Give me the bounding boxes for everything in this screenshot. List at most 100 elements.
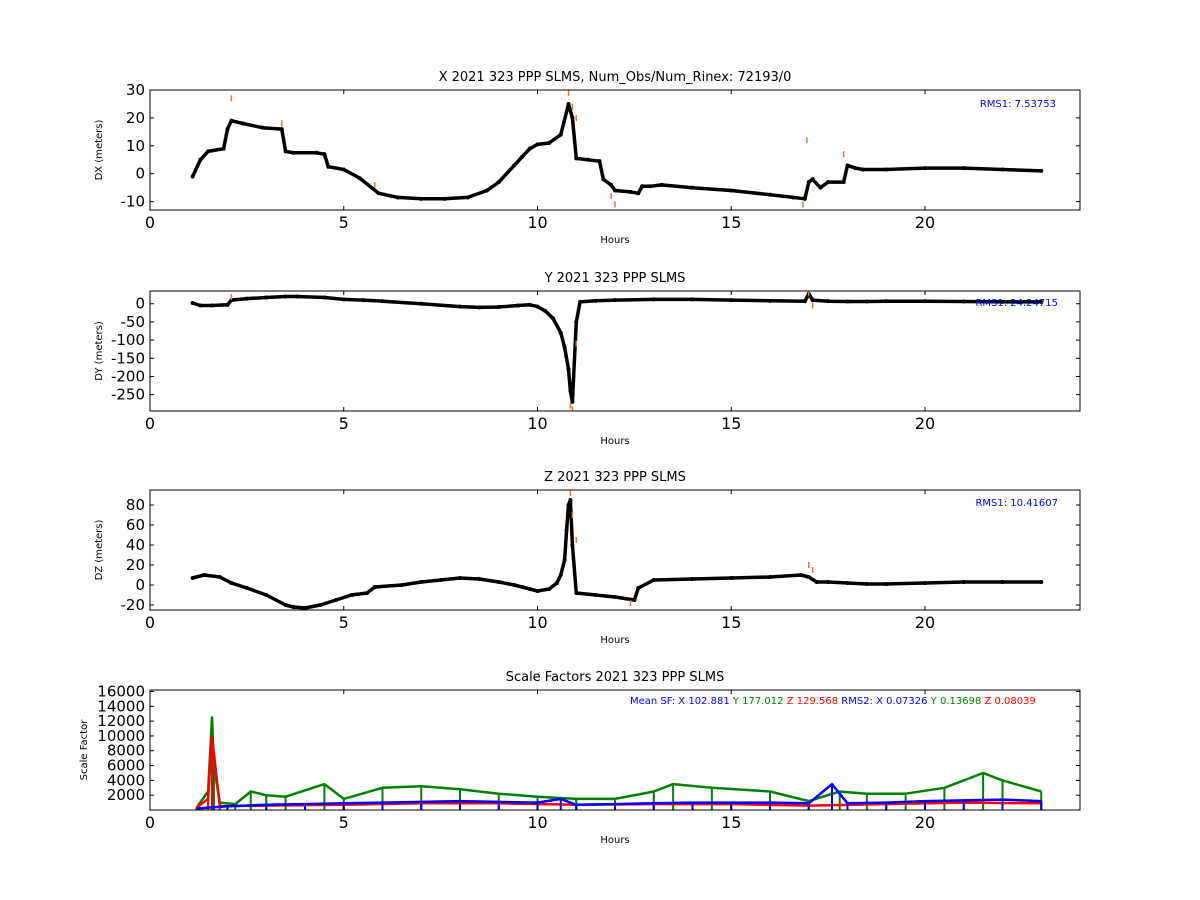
data-point [283,294,288,299]
annotation-part: Y 0.13698 [927,696,981,707]
data-point [690,185,695,190]
data-point [593,298,598,303]
y-tick-label: 0 [135,165,145,183]
data-point [551,316,555,321]
data-point [578,299,583,304]
data-point [593,593,598,597]
data-point [806,575,811,579]
data-point [845,581,850,585]
data-point [291,150,296,155]
axes-frame [149,89,1081,211]
data-point [613,188,617,193]
x-tick-label: 20 [915,213,935,232]
annotation-part: Y 177.012 [730,696,784,707]
data-point [768,575,772,579]
data-point [295,294,300,299]
data-point [826,299,831,304]
data-point [601,177,606,182]
x-tick-label: 5 [339,213,349,232]
data-point [818,185,823,190]
data-point [613,595,617,599]
data-point [810,298,815,303]
y-axis-label: DY (meters) [94,321,105,381]
data-point [690,577,695,581]
y-tick-label: 0 [135,576,145,594]
data-point [419,580,424,584]
data-point [516,303,521,308]
data-point [961,166,966,171]
x-tick-label: 5 [339,613,349,632]
data-point [690,297,695,302]
data-point [198,303,203,308]
y-tick-label: -20 [121,596,146,614]
data-layer [190,291,1044,411]
rms-annotation: RMS1: 10.41607 [975,498,1058,509]
plot-area [150,291,1080,411]
data-point [558,330,563,335]
data-point [349,593,354,597]
data-point [535,304,540,309]
x-tick-label: 20 [915,613,935,632]
data-point [399,583,404,587]
y-tick-label: 4000 [107,771,145,789]
data-point [210,303,214,308]
data-point [1000,580,1005,584]
chart-title: Y 2021 323 PPP SLMS [544,271,686,286]
x-axis-label: Hours [600,835,629,846]
data-point [520,585,524,589]
data-point [190,576,195,580]
data-point [768,192,772,197]
x-tick-label: 10 [527,613,547,632]
y-tick-label: 8000 [107,742,145,760]
data-point [628,189,633,194]
data-point [376,191,381,196]
chart-title: Scale Factors 2021 323 PPP SLMS [506,670,725,685]
y-tick-label: 14000 [97,697,145,715]
data-point [636,586,641,590]
data-point [802,196,807,201]
scale-factor-annotation: Mean SF: X 102.881 Y 177.012 Z 129.568 R… [630,696,1036,707]
x-tick-label: 15 [721,414,741,433]
annotation-part: Z 0.08039 [981,696,1036,707]
data-point [283,603,288,607]
data-point [570,399,575,404]
data-point [477,577,482,581]
x-tick-label: 10 [527,213,547,232]
data-point [283,149,288,154]
y-tick-label: -50 [121,313,146,331]
y-axis-label: Scale Factor [79,719,90,781]
data-point [961,299,966,304]
data-point [585,157,590,162]
data-point [438,578,443,582]
x-tick-label: 0 [145,414,155,433]
data-point [566,367,571,372]
data-point [853,166,858,171]
data-point [923,166,927,171]
y-tick-label: -10 [121,193,146,211]
data-point [861,167,865,172]
y-tick-label: 80 [126,496,145,514]
x-tick-label: 0 [145,213,155,232]
data-point [864,299,869,304]
data-point [806,180,811,185]
data-point [527,146,532,151]
data-point [574,319,579,324]
annotation-part: RMS2: X 0.07326 [838,696,927,707]
data-point [225,127,230,132]
x-tick-label: 15 [721,613,741,632]
data-point [961,580,966,584]
x-tick-label: 10 [527,414,547,433]
data-point [609,182,614,187]
data-point [566,503,571,507]
data-point [264,593,269,597]
y-axis-label: DX (meters) [94,119,105,180]
data-point [372,585,377,589]
data-point [322,152,327,157]
rms-annotation: RMS1: 7.53753 [980,99,1056,110]
y-tick-label: 20 [126,556,145,574]
data-point [314,150,319,155]
y-tick-label: 0 [135,295,145,313]
data-point [365,591,369,595]
rms-annotation: RMS1: 24.24715 [975,298,1058,309]
data-point [485,188,490,193]
